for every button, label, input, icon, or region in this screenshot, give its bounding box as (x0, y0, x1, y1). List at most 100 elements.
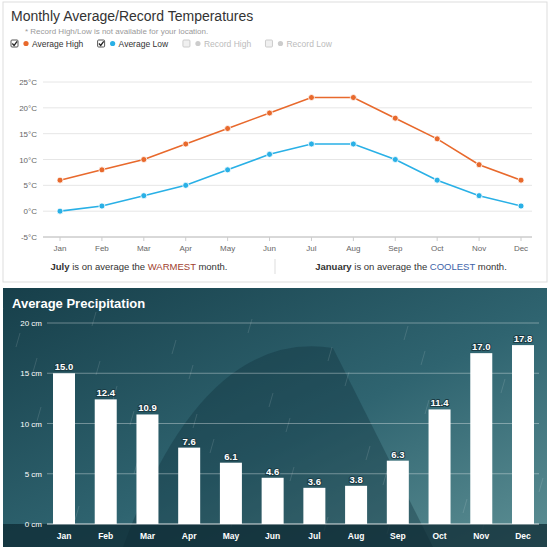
legend-item[interactable]: Average High (11, 39, 84, 49)
series-point (350, 95, 356, 101)
y-tick-label: 15 cm (20, 369, 42, 378)
legend-item[interactable]: Record Low (265, 39, 332, 49)
bar (136, 414, 158, 524)
axes: 0 cm5 cm10 cm15 cm20 cmJanFebMarAprMayJu… (20, 319, 539, 541)
series-point (434, 136, 440, 142)
bar (262, 478, 284, 524)
bar-chart: Average Precipitation0 cm5 cm10 cm15 cm2… (0, 288, 547, 547)
annotation-word: average (92, 261, 129, 272)
x-tick (101, 237, 102, 241)
annotation-word: is (70, 261, 80, 272)
x-tick-label: Jun (263, 244, 276, 253)
y-tick-label: 20 cm (20, 319, 42, 328)
grid-line (43, 237, 532, 238)
x-tick-label: Feb (98, 531, 113, 541)
legend-label: Average High (32, 39, 84, 49)
series-point (476, 193, 482, 199)
legend-check (99, 41, 104, 45)
legend-swatch (278, 41, 283, 46)
annotation: July is on average the WARMEST month. (51, 261, 228, 272)
legend-item[interactable]: Average Low (98, 39, 169, 49)
rain-streak (92, 312, 96, 326)
series-point (350, 141, 356, 147)
bar (512, 345, 534, 524)
x-tick-label: Jun (265, 531, 280, 541)
grid-line (47, 423, 539, 424)
rain-streak (75, 506, 79, 520)
rain-streak (210, 439, 214, 453)
data-label: 3.6 (308, 476, 321, 487)
x-tick (521, 237, 522, 241)
legend-checkbox[interactable] (11, 40, 18, 47)
data-label: 15.0 (55, 361, 74, 372)
legend-swatch (23, 41, 28, 46)
legend-item[interactable]: Record High (183, 39, 252, 49)
x-tick-label: Oct (431, 244, 444, 253)
legend-checkbox[interactable] (98, 40, 105, 47)
y-tick-label: -5°C (21, 233, 37, 242)
x-tick-label: Nov (472, 244, 486, 253)
note: * Record High/Low is not available for y… (25, 27, 208, 36)
rain-streak (189, 365, 193, 379)
annotation-word: is (352, 261, 362, 272)
x-tick-label: Mar (137, 244, 151, 253)
bar (303, 488, 325, 524)
legend-label: Record Low (286, 39, 332, 49)
rain-streak (269, 393, 273, 407)
series-point (434, 177, 440, 183)
plot-marks (53, 345, 534, 524)
bar (178, 448, 200, 524)
bar (95, 399, 117, 524)
legend-check (12, 41, 17, 45)
y-tick-label: 5 cm (25, 470, 43, 479)
data-label: 7.6 (183, 436, 196, 447)
series-point (99, 167, 105, 173)
y-tick-label: 10°C (19, 156, 37, 165)
series-line (60, 98, 521, 181)
series-point (267, 151, 273, 157)
annotation-word: January (315, 261, 352, 272)
grid-line (47, 323, 539, 324)
data-label: 10.9 (138, 402, 157, 413)
annotation-word: month. (196, 261, 228, 272)
x-axis-line (47, 524, 539, 525)
annotation-word: WARMEST (145, 261, 196, 272)
grid-line (47, 524, 539, 525)
data-label: 12.4 (96, 387, 115, 398)
x-tick-label: Sep (388, 244, 403, 253)
rain-streak (404, 326, 408, 340)
panel-background (3, 2, 547, 282)
x-tick-label: Jan (54, 244, 67, 253)
annotation-word: July (51, 261, 71, 272)
chart-title: Average Precipitation (12, 296, 145, 311)
y-tick-label: 0°C (24, 207, 38, 216)
y-tick-label: 20°C (19, 104, 37, 113)
x-tick (269, 237, 270, 241)
rain-streak (463, 499, 467, 513)
grid-line (43, 133, 532, 134)
x-tick-label: Dec (514, 244, 528, 253)
series-point (99, 203, 105, 209)
series-point (308, 95, 314, 101)
series-point (476, 162, 482, 168)
data-label: 6.3 (391, 449, 404, 460)
series-point (267, 110, 273, 116)
legend-checkbox[interactable] (265, 40, 272, 47)
series-point (392, 157, 398, 163)
series-point (518, 203, 524, 209)
series-point (183, 182, 189, 188)
legend: Average High Average Low Record High Record… (11, 39, 333, 49)
series-point (392, 115, 398, 121)
y-tick-label: 25°C (19, 78, 37, 87)
rain-streak (539, 478, 543, 492)
legend-checkbox[interactable] (183, 40, 190, 47)
rain-streak (501, 379, 505, 393)
annotation-word: the (129, 261, 145, 272)
x-tick-label: Feb (95, 244, 109, 253)
series-point (225, 167, 231, 173)
x-tick-label: Mar (140, 531, 156, 541)
x-axis-line (43, 237, 532, 238)
chart-title: Monthly Average/Record Temperatures (11, 8, 253, 24)
page: Monthly Average/Record Temperatures * Rec… (0, 0, 550, 550)
rain-streak (16, 333, 20, 347)
